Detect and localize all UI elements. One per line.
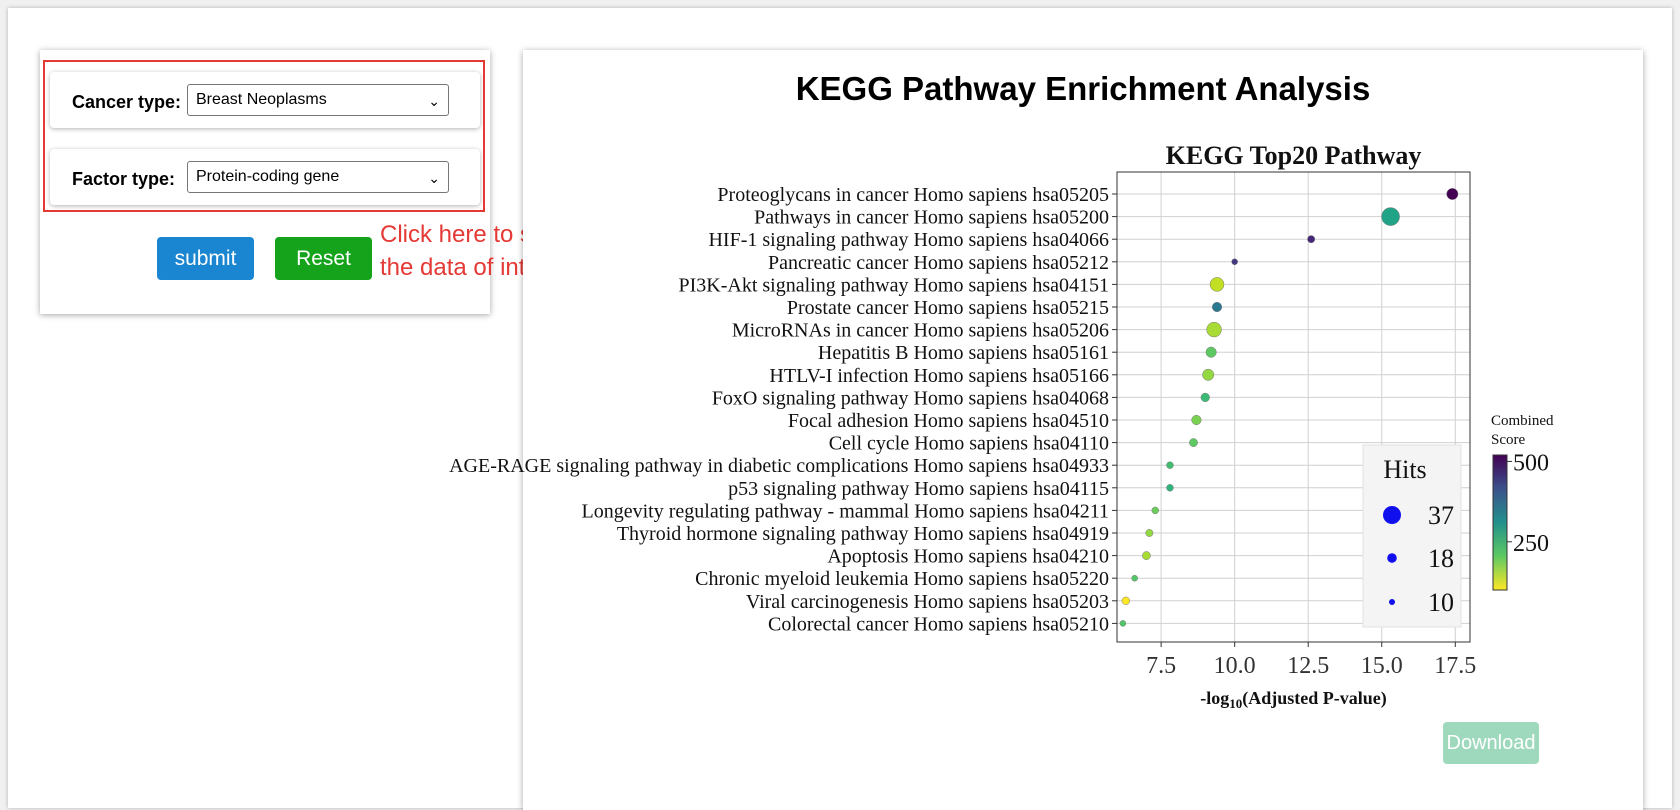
data-point bbox=[1202, 368, 1215, 381]
data-point bbox=[1119, 620, 1127, 627]
pathway-label: Hepatitis B Homo sapiens hsa05161 bbox=[818, 342, 1109, 364]
factor-type-card: Factor type: Protein-coding gene ⌄ bbox=[50, 149, 480, 205]
x-tick-label: 12.5 bbox=[1287, 653, 1329, 679]
pathway-label: Colorectal cancer Homo sapiens hsa05210 bbox=[768, 613, 1109, 635]
reset-button[interactable]: Reset bbox=[275, 237, 372, 280]
chevron-down-icon: ⌄ bbox=[428, 93, 440, 109]
data-point bbox=[1446, 188, 1459, 200]
data-point bbox=[1151, 506, 1159, 515]
x-tick-label: 7.5 bbox=[1146, 653, 1176, 679]
score-legend-title-1: Combined bbox=[1491, 413, 1554, 429]
submit-button[interactable]: submit bbox=[157, 237, 254, 280]
hits-legend-label: 37 bbox=[1428, 501, 1454, 530]
factor-type-label: Factor type: bbox=[72, 169, 176, 189]
score-colorbar bbox=[1492, 454, 1508, 591]
chevron-down-icon: ⌄ bbox=[428, 170, 440, 186]
data-point bbox=[1145, 529, 1154, 537]
data-point bbox=[1200, 392, 1210, 402]
hits-legend-box bbox=[1362, 444, 1462, 628]
data-point bbox=[1211, 301, 1223, 313]
data-point bbox=[1189, 438, 1198, 447]
data-point bbox=[1166, 484, 1174, 492]
pathway-label: Cell cycle Homo sapiens hsa04110 bbox=[829, 433, 1109, 455]
pathway-label: Pancreatic cancer Homo sapiens hsa05212 bbox=[768, 252, 1109, 274]
data-point bbox=[1166, 461, 1174, 469]
score-tick-label: 500 bbox=[1513, 450, 1549, 476]
cancer-type-select[interactable]: Breast Neoplasms ⌄ bbox=[187, 84, 449, 116]
hits-legend-dot bbox=[1383, 506, 1401, 524]
pathway-label: HIF-1 signaling pathway Homo sapiens hsa… bbox=[708, 229, 1109, 251]
x-tick-label: 15.0 bbox=[1361, 653, 1403, 679]
x-tick-label: 17.5 bbox=[1434, 653, 1476, 679]
pathway-label: HTLV-I infection Homo sapiens hsa05166 bbox=[769, 365, 1109, 387]
score-tick-label: 250 bbox=[1513, 531, 1549, 557]
pathway-label: FoxO signaling pathway Homo sapiens hsa0… bbox=[712, 387, 1109, 409]
x-axis-label-suffix: (Adjusted P-value) bbox=[1242, 688, 1387, 709]
x-axis-label-sub: 10 bbox=[1229, 696, 1242, 711]
hits-legend-title: Hits bbox=[1383, 455, 1426, 484]
factor-type-value: Protein-coding gene bbox=[196, 168, 340, 185]
pathway-label: Apoptosis Homo sapiens hsa04210 bbox=[827, 546, 1109, 568]
selection-highlight bbox=[43, 60, 485, 212]
cancer-type-card: Cancer type: Breast Neoplasms ⌄ bbox=[50, 72, 480, 128]
pathway-label: Thyroid hormone signaling pathway Homo s… bbox=[617, 523, 1109, 545]
kegg-dot-plot: 7.5 10.0 12.5 15.0 17.5 Proteoglycans in canc… bbox=[449, 141, 1554, 711]
x-axis-label: -log10(Adjusted P-value) bbox=[1200, 688, 1387, 711]
page-title: KEGG Pathway Enrichment Analysis bbox=[795, 70, 1371, 107]
x-tick-label: 10.0 bbox=[1214, 653, 1256, 679]
data-point bbox=[1231, 258, 1238, 266]
data-point bbox=[1121, 596, 1130, 605]
data-point bbox=[1206, 321, 1222, 338]
pathway-label: p53 signaling pathway Homo sapiens hsa04… bbox=[728, 478, 1109, 500]
download-button[interactable]: Download bbox=[1443, 722, 1539, 764]
pathway-label: Prostate cancer Homo sapiens hsa05215 bbox=[787, 297, 1109, 319]
hits-legend-label: 10 bbox=[1428, 588, 1454, 617]
pathway-label: Longevity regulating pathway - mammal Ho… bbox=[582, 500, 1109, 522]
hits-legend-dot bbox=[1387, 553, 1397, 563]
pathway-label: MicroRNAs in cancer Homo sapiens hsa0520… bbox=[732, 320, 1109, 342]
data-point bbox=[1191, 414, 1202, 426]
data-point bbox=[1131, 574, 1138, 582]
pathway-label: Chronic myeloid leukemia Homo sapiens hs… bbox=[695, 568, 1109, 590]
hits-legend-label: 18 bbox=[1428, 544, 1454, 573]
cancer-type-value: Breast Neoplasms bbox=[196, 91, 327, 108]
x-axis-label-prefix: -log bbox=[1200, 688, 1229, 708]
pathway-label: Pathways in cancer Homo sapiens hsa05200 bbox=[754, 207, 1109, 229]
chart-title: KEGG Top20 Pathway bbox=[1166, 141, 1422, 170]
pathway-label: Proteoglycans in cancer Homo sapiens hsa… bbox=[717, 184, 1109, 206]
data-point bbox=[1307, 235, 1316, 244]
pathway-label: Viral carcinogenesis Homo sapiens hsa052… bbox=[746, 591, 1109, 613]
factor-type-select[interactable]: Protein-coding gene ⌄ bbox=[187, 161, 449, 193]
pathway-label: PI3K-Akt signaling pathway Homo sapiens … bbox=[678, 274, 1109, 296]
data-point bbox=[1381, 207, 1400, 226]
hits-legend-dot bbox=[1389, 599, 1395, 605]
plot-frame bbox=[1116, 171, 1471, 643]
data-point bbox=[1209, 277, 1225, 292]
score-legend-title-2: Score bbox=[1491, 432, 1525, 448]
cancer-type-label: Cancer type: bbox=[72, 92, 182, 112]
data-point bbox=[1205, 346, 1217, 358]
data-point bbox=[1142, 551, 1151, 560]
pathway-label: Focal adhesion Homo sapiens hsa04510 bbox=[788, 410, 1109, 432]
pathway-label: AGE-RAGE signaling pathway in diabetic c… bbox=[449, 455, 1109, 477]
